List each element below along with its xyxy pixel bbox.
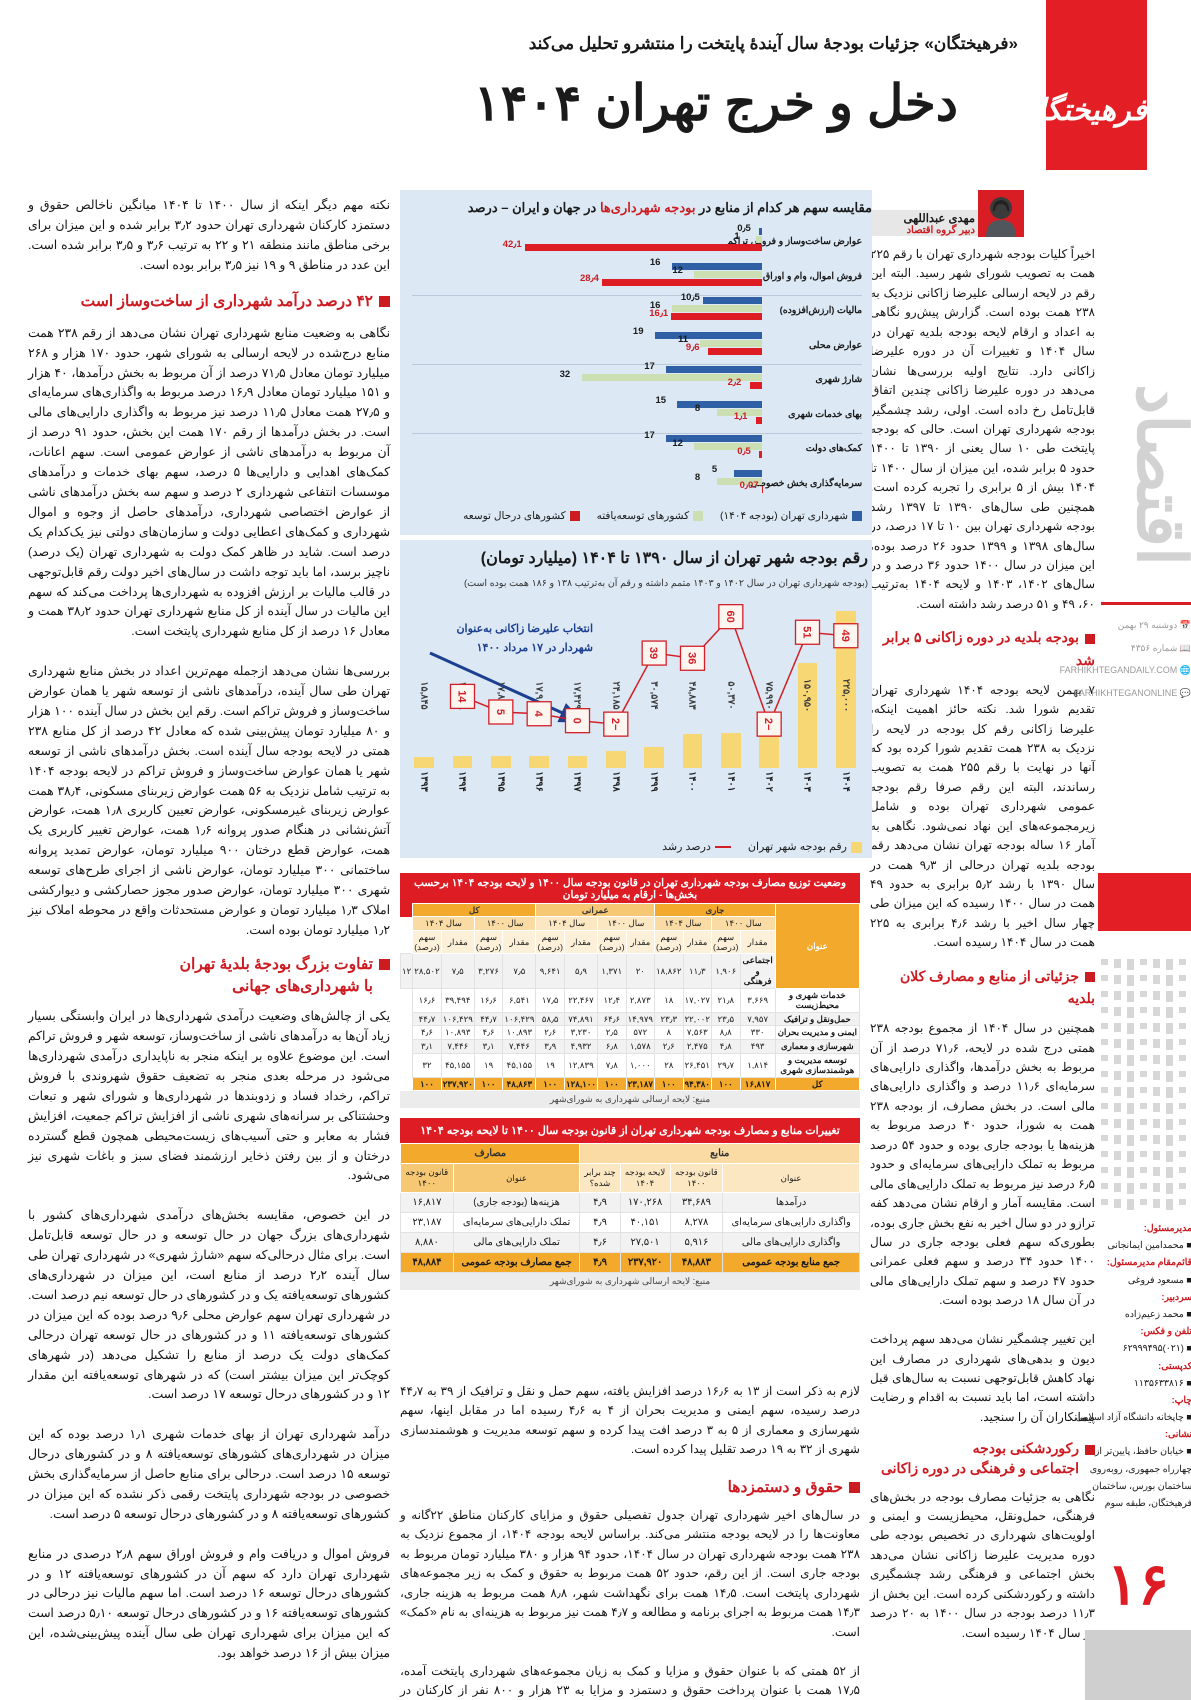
svg-text:60: 60 xyxy=(724,611,736,623)
svg-text:5: 5 xyxy=(494,709,506,715)
svg-text:4: 4 xyxy=(532,711,544,718)
svg-text:14: 14 xyxy=(456,690,468,703)
svg-text:0: 0 xyxy=(571,718,583,724)
svg-text:−2: −2 xyxy=(762,718,774,731)
svg-text:−2: −2 xyxy=(609,718,621,731)
svg-text:36: 36 xyxy=(686,652,698,664)
svg-text:39: 39 xyxy=(647,647,659,659)
svg-text:51: 51 xyxy=(801,626,813,638)
svg-text:49: 49 xyxy=(839,630,851,642)
